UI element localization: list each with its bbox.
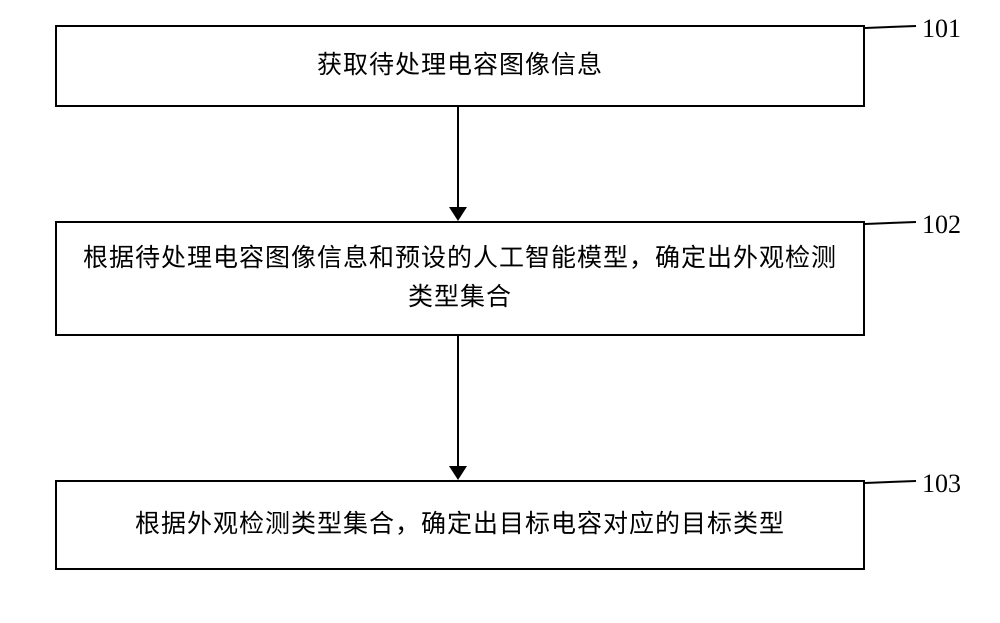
- flowchart-arrow: [0, 0, 1000, 623]
- flowchart-canvas: 获取待处理电容图像信息101根据待处理电容图像信息和预设的人工智能模型，确定出外…: [0, 0, 1000, 623]
